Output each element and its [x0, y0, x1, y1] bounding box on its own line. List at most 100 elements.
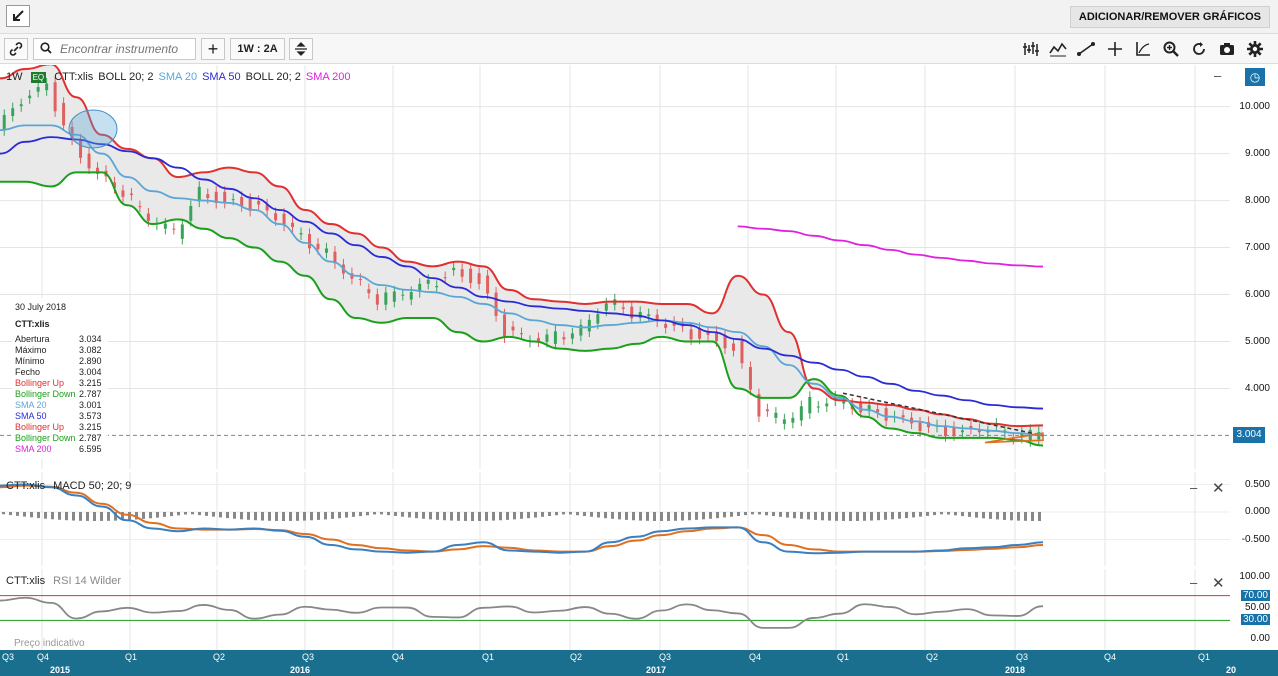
info-label: SMA 50 [15, 411, 47, 421]
candle-body [604, 303, 608, 311]
candle-body [825, 403, 829, 407]
macd-histogram-bar [254, 512, 257, 521]
candle-body [333, 251, 337, 264]
legend-item[interactable]: SMA 50 [202, 71, 241, 83]
add-remove-charts-button[interactable]: ADICIONAR/REMOVER GRÁFICOS [1069, 6, 1270, 28]
macd-minimize-icon[interactable]: – [1190, 480, 1198, 495]
legend-item[interactable]: BOLL 20; 2 [98, 71, 154, 83]
eq-badge: EQ [30, 72, 47, 83]
candle-body [214, 191, 218, 204]
macd-histogram-bar [583, 512, 586, 517]
search-input[interactable] [60, 41, 192, 57]
legend-item[interactable]: BOLL 20; 2 [245, 71, 301, 83]
bollinger-band-fill [0, 65, 1043, 446]
macd-histogram-bar [331, 512, 334, 519]
time-axis[interactable]: Q3 Q4 Q1 Q2 Q3 Q4 Q1 Q2 Q3 Q4 Q1 Q2 Q3 Q4 Q1 2015 2016 20… [0, 650, 1278, 676]
macd-histogram-bar [135, 512, 138, 520]
macd-histogram-bar [534, 512, 537, 518]
refresh-icon[interactable] [1189, 40, 1209, 58]
minimize-icon[interactable]: – [1214, 68, 1222, 83]
clock-icon[interactable]: ◷ [1245, 68, 1265, 86]
candle-body [884, 408, 888, 421]
axis-icon[interactable] [1133, 40, 1153, 58]
legend-item[interactable]: SMA 200 [305, 71, 351, 83]
info-label: Bollinger Up [15, 422, 65, 432]
candle-body [867, 405, 871, 412]
candle-body [655, 314, 659, 322]
search-icon [40, 42, 52, 57]
candle-body [180, 224, 184, 239]
macd-histogram-bar [604, 512, 607, 519]
macd-histogram-bar [975, 512, 978, 518]
info-label: SMA 200 [15, 444, 52, 454]
crosshair-icon[interactable] [1105, 40, 1125, 58]
rsi-chart[interactable] [0, 569, 1230, 650]
rsi-minimize-icon[interactable]: – [1190, 575, 1198, 590]
legend-item[interactable]: SMA 20 [158, 71, 198, 83]
year-label: 2018 [1005, 665, 1026, 675]
macd-histogram-bar [1038, 512, 1041, 521]
macd-histogram-bar [800, 512, 803, 519]
compare-icon[interactable] [289, 38, 313, 60]
link-icon[interactable] [4, 38, 28, 60]
candle-body [791, 417, 795, 423]
macd-histogram-bar [380, 512, 383, 515]
rsi-tick-label: 30.00 [1240, 614, 1270, 626]
price-chart[interactable] [0, 65, 1230, 469]
candle-body [520, 333, 523, 335]
info-value: 6.595 [79, 444, 102, 454]
quarter-label: Q1 [837, 652, 850, 662]
period-selector[interactable]: 1W : 2A [230, 38, 285, 60]
macd-histogram-bar [576, 512, 579, 516]
quarter-label: Q2 [570, 652, 583, 662]
rsi-tick-label: 70.00 [1240, 589, 1270, 601]
info-value: 3.001 [79, 400, 102, 410]
candle-body [808, 396, 812, 414]
info-label: Mínimo [15, 356, 45, 366]
settings-icon[interactable] [1245, 40, 1265, 58]
bollinger-down-line [0, 171, 1044, 447]
macd-histogram-bar [520, 512, 523, 519]
candle-body [70, 127, 74, 140]
candle-body [621, 307, 625, 309]
quarter-label: Q4 [749, 652, 762, 662]
macd-histogram-bar [877, 512, 880, 521]
legend-item[interactable]: CTT:xlis [54, 71, 94, 83]
info-row: Bollinger Down 2.787 [15, 389, 105, 400]
macd-histogram-bar [457, 512, 460, 521]
macd-histogram-bar [450, 512, 453, 521]
macd-histogram-bar [590, 512, 593, 517]
macd-histogram-bar [184, 512, 187, 515]
plus-icon[interactable]: + [201, 38, 225, 60]
macd-histogram-bar [23, 512, 26, 517]
macd-histogram-bar [758, 512, 761, 515]
camera-icon[interactable] [1217, 40, 1237, 58]
info-value: 3.573 [79, 411, 102, 421]
macd-chart[interactable] [0, 472, 1230, 566]
macd-histogram-bar [786, 512, 789, 518]
instrument-search[interactable] [33, 38, 196, 60]
macd-histogram-bar [919, 512, 922, 517]
candle-body [223, 191, 227, 203]
macd-close-icon[interactable]: ✕ [1212, 480, 1225, 497]
draw-line-icon[interactable] [1076, 40, 1096, 58]
candle-body [511, 326, 515, 331]
zoom-icon[interactable] [1161, 40, 1181, 58]
drawn-ellipse [68, 109, 118, 149]
macd-histogram-bar [730, 512, 733, 517]
indicators-icon[interactable] [1048, 40, 1068, 58]
macd-histogram-bar [688, 512, 691, 521]
macd-histogram-bar [408, 512, 411, 518]
quarter-label: Q3 [659, 652, 672, 662]
macd-histogram-bar [1017, 512, 1020, 521]
info-row: Mínimo 2.890 [15, 356, 105, 367]
macd-histogram-bar [72, 512, 75, 521]
price-tick-label: 5.000 [1244, 335, 1270, 347]
candle-body [545, 334, 549, 342]
rsi-close-icon[interactable]: ✕ [1212, 575, 1225, 592]
candle-body [647, 314, 651, 317]
info-row: SMA 50 3.573 [15, 411, 105, 422]
bars-icon[interactable] [1021, 40, 1041, 58]
candle-body [960, 430, 964, 433]
expand-arrow-icon[interactable] [6, 5, 30, 27]
